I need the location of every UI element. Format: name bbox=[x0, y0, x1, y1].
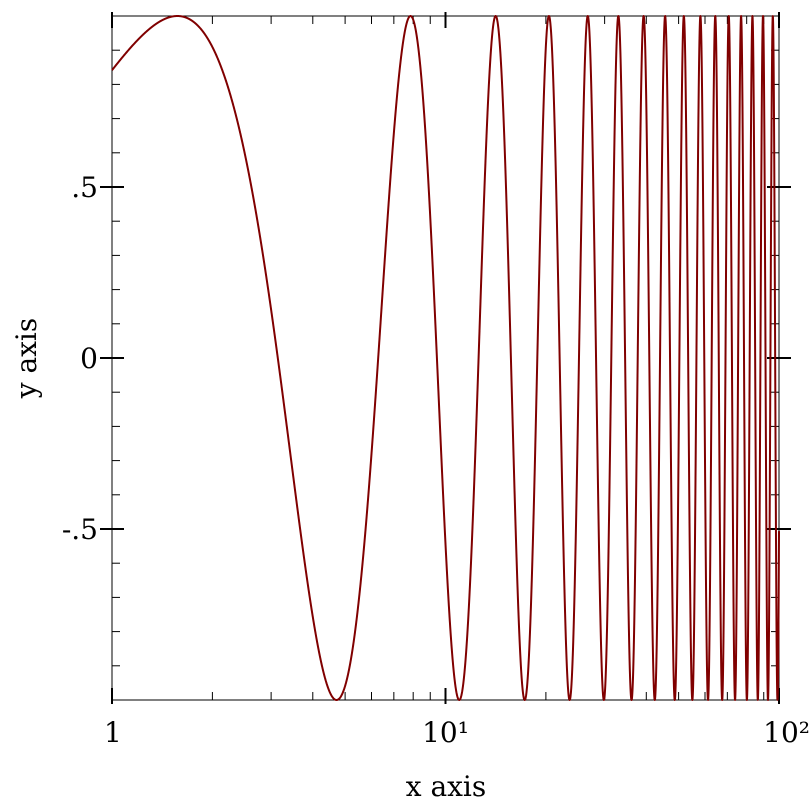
y-tick-label: -.5 bbox=[62, 513, 98, 546]
y-tick-label: 0 bbox=[80, 342, 98, 375]
series-line bbox=[111, 15, 780, 701]
x-tick-label: 10¹ bbox=[422, 716, 469, 749]
x-axis-title: x axis bbox=[406, 770, 487, 803]
y-tick-label: .5 bbox=[71, 171, 98, 204]
x-tick-labels: 1 10¹ 10² bbox=[104, 716, 810, 749]
x-tick-label: 1 bbox=[104, 716, 122, 749]
series-layer bbox=[111, 15, 780, 701]
y-tick-labels: .5 0 -.5 bbox=[62, 171, 98, 546]
x-tick-label: 10² bbox=[763, 716, 810, 749]
y-axis-title: y axis bbox=[10, 318, 43, 400]
